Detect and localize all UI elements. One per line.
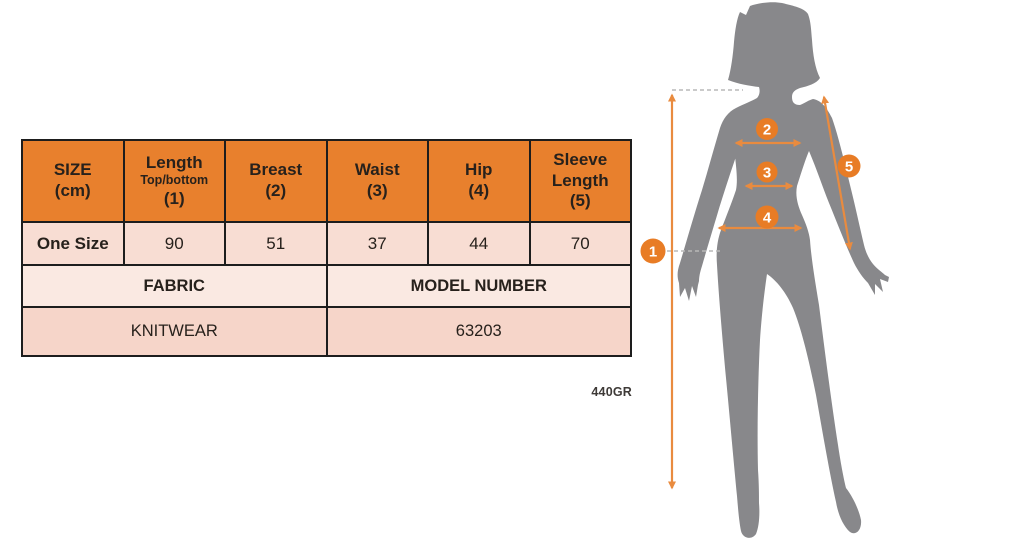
size-table: SIZE (cm) Length Top/bottom (1) Breast (…	[21, 139, 632, 357]
col-header-length: Length Top/bottom (1)	[122, 139, 226, 223]
col-header-breast: Breast (2)	[224, 139, 328, 223]
marker-waist-badge	[756, 161, 778, 183]
measurement-diagram: 1 2 3 4 5	[640, 2, 889, 538]
col-header-title: Hip	[465, 160, 493, 180]
col-header-number: (1)	[163, 188, 185, 208]
info-label-row: FABRIC MODEL NUMBER	[21, 264, 632, 308]
marker-hip-badge	[755, 205, 779, 229]
cell-length-value: 90	[122, 221, 226, 266]
marker-breast-badge	[756, 118, 778, 140]
cell-hip-value: 44	[427, 221, 531, 266]
marker-length-badge	[640, 238, 666, 264]
marker-length-number: 1	[649, 244, 657, 261]
marker-sleeve-length-number: 5	[845, 159, 853, 176]
col-header-number: (cm)	[54, 181, 91, 200]
model-number-label-cell: MODEL NUMBER	[325, 264, 632, 308]
cell-breast-value: 51	[224, 221, 328, 266]
col-header-number: (2)	[265, 181, 287, 200]
col-header-number: (5)	[569, 191, 591, 211]
weight-note: 440GR	[591, 385, 632, 399]
col-header-size: SIZE (cm)	[21, 139, 125, 223]
col-header-title: SIZE	[53, 160, 92, 180]
sleeve-length-arrow	[821, 95, 853, 251]
col-header-number: (4)	[468, 181, 490, 200]
col-header-title: Waist	[354, 160, 400, 180]
col-header-number: (3)	[366, 181, 388, 200]
info-value-row: KNITWEAR 63203	[21, 306, 632, 357]
col-header-title: Breast	[249, 160, 303, 180]
cell-sleeve-length-value: 70	[528, 221, 632, 266]
fabric-label-cell: FABRIC	[21, 264, 328, 308]
cell-waist-value: 37	[325, 221, 429, 266]
marker-waist-number: 3	[763, 165, 771, 182]
col-header-waist: Waist (3)	[325, 139, 429, 223]
model-number-value-cell: 63203	[325, 306, 632, 357]
col-header-subtitle: Top/bottom	[140, 173, 209, 188]
col-header-title: Length	[145, 152, 203, 172]
size-table-header-row: SIZE (cm) Length Top/bottom (1) Breast (…	[21, 139, 632, 223]
fabric-value-cell: KNITWEAR	[21, 306, 328, 357]
body-silhouette	[677, 2, 889, 538]
col-header-sleeve-length: Sleeve Length (5)	[528, 139, 632, 223]
marker-hip-number: 4	[763, 210, 772, 227]
cell-size-label: One Size	[21, 221, 125, 266]
size-table-value-row: One Size 90 51 37 44 70	[21, 221, 632, 266]
col-header-hip: Hip (4)	[427, 139, 531, 223]
marker-sleeve-length-badge	[837, 154, 861, 178]
col-header-title: Sleeve Length	[551, 149, 609, 190]
marker-breast-number: 2	[763, 122, 771, 139]
